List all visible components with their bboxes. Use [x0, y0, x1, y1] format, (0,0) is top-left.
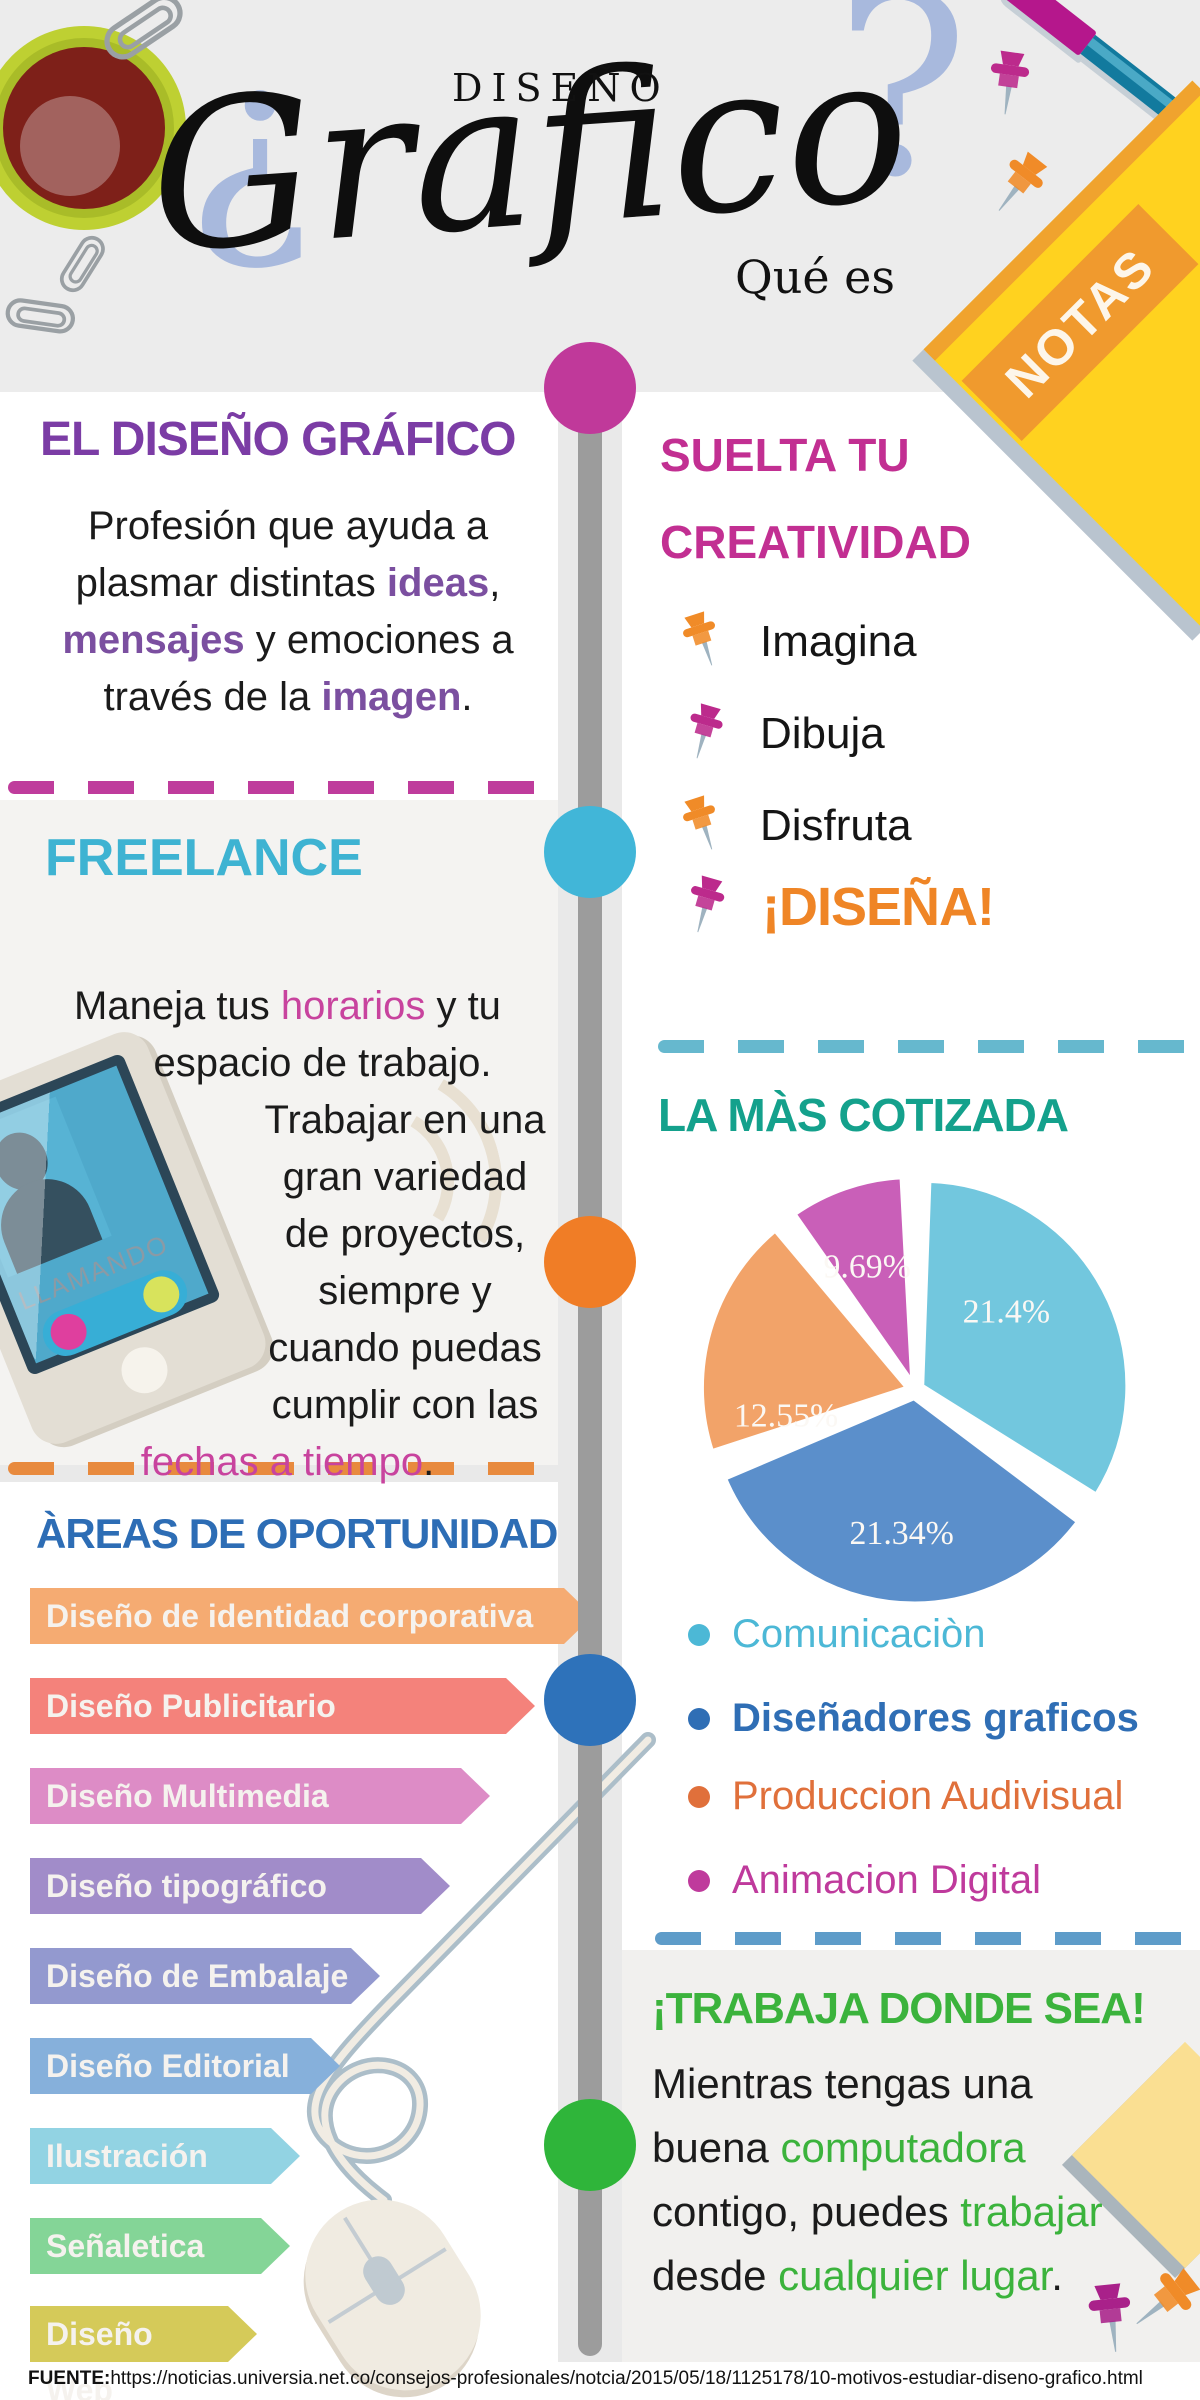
creativity-title-line2: CREATIVIDAD — [660, 516, 971, 568]
area-ribbon: Diseño Publicitario — [30, 1678, 535, 1734]
area-ribbon: Diseño de Embalaje — [30, 1948, 380, 2004]
freelance-line: de proyectos, — [284, 1212, 526, 1256]
freelance-line: fechas a tiempo. — [140, 1440, 435, 1484]
legend-label: Animacion Digital — [732, 1858, 1042, 1902]
timeline-bar — [578, 388, 602, 2356]
legend-item: Comunicaciòn — [688, 1612, 985, 1657]
timeline-dot-4 — [544, 1654, 636, 1746]
intro-line: plasmar distintas ideas, — [75, 561, 501, 605]
intro-line: mensajes y emociones a — [62, 618, 514, 662]
freelance-line: espacio de trabajo. — [153, 1041, 492, 1085]
legend-bullet — [688, 1869, 710, 1892]
legend-item: Produccion Audivisual — [688, 1774, 1123, 1819]
freelance-line: gran variedad — [282, 1155, 528, 1199]
trabaja-line: Mientras tengas una — [652, 2060, 1033, 2107]
divider-magenta — [8, 781, 553, 794]
divider-blue — [655, 1932, 1190, 1945]
magenta-pushpin-icon — [664, 865, 745, 949]
timeline-dot-3 — [544, 1216, 636, 1308]
legend-item: Animacion Digital — [688, 1858, 1041, 1903]
area-ribbon: Diseño de identidad corporativa — [30, 1588, 593, 1644]
timeline-dot-1 — [544, 342, 636, 434]
trabaja-line: desde cualquier lugar. — [652, 2252, 1063, 2299]
legend-bullet — [688, 1785, 710, 1808]
freelance-line: cuando puedas — [268, 1326, 542, 1370]
legend-bullet — [688, 1707, 710, 1730]
freelance-title: FREELANCE — [45, 829, 363, 887]
pie-chart: 21.4% 21.34% 12.55% 9.69% — [699, 1175, 1130, 1606]
source-url: https://noticias.universia.net.co/consej… — [110, 2368, 1143, 2389]
pie-section-title: LA MÀS COTIZADA — [658, 1089, 1069, 1141]
area-ribbon: Señaletica — [30, 2218, 290, 2274]
divider-teal — [658, 1040, 1193, 1053]
inverted-question-mark: ¿ — [186, 5, 312, 278]
area-ribbon: Diseño tipográfico — [30, 1858, 450, 1914]
creativity-design-label: ¡DISEÑA! — [762, 876, 995, 937]
intro-title: EL DISEÑO GRÁFICO — [40, 413, 516, 466]
trabaja-paragraph: Mientras tengas una buena computadora co… — [652, 2052, 1192, 2308]
trabaja-line: buena computadora — [652, 2124, 1026, 2171]
page-title-small: DISEÑO — [452, 66, 670, 110]
freelance-line: siempre y — [318, 1269, 492, 1313]
legend-label: Comunicaciòn — [732, 1612, 986, 1656]
trabaja-title: ¡TRABAJA DONDE SEA! — [652, 1984, 1146, 2033]
area-ribbon: Ilustración — [30, 2128, 300, 2184]
source-line: FUENTE:https://noticias.universia.net.co… — [28, 2368, 1143, 2390]
creativity-item: ¡DISEÑA! — [672, 872, 995, 941]
pie-label: 21.4% — [963, 1293, 1050, 1330]
freelance-line: cumplir con las — [271, 1383, 539, 1427]
orange-pushpin-icon — [663, 784, 743, 867]
area-ribbon: Diseño Multimedia — [30, 1768, 490, 1824]
pie-label: 9.69% — [823, 1249, 910, 1286]
legend-label: Diseñadores graficos — [732, 1696, 1139, 1740]
coffee-cup-icon — [0, 26, 186, 230]
legend-bullet — [688, 1623, 710, 1646]
question-mark: ? — [835, 0, 970, 232]
freelance-line: Maneja tus horarios y tu — [74, 984, 501, 1028]
source-label: FUENTE: — [28, 2368, 111, 2389]
creativity-item-label: Dibuja — [760, 708, 885, 758]
creativity-item-label: Disfruta — [760, 800, 912, 850]
creativity-item: Disfruta — [672, 792, 912, 859]
intro-line: Profesión que ayuda a — [87, 504, 489, 548]
area-ribbon: Diseño Editorial — [30, 2038, 340, 2094]
creativity-item-label: Imagina — [760, 616, 917, 666]
orange-pushpin-icon — [663, 600, 743, 683]
legend-label: Produccion Audivisual — [732, 1774, 1124, 1818]
intro-card — [0, 392, 558, 800]
intro-line: través de la imagen. — [103, 675, 473, 719]
legend-item: Diseñadores graficos — [688, 1696, 1139, 1741]
timeline-dot-5 — [544, 2099, 636, 2191]
creativity-item: Dibuja — [672, 700, 885, 767]
pie-label: 21.34% — [849, 1515, 953, 1552]
magenta-pushpin-icon — [967, 41, 1049, 127]
page-title-script: Grafico — [142, 8, 917, 300]
trabaja-line: contigo, puedes trabajar — [652, 2188, 1103, 2235]
creativity-item: Imagina — [672, 608, 917, 675]
creativity-title-line1: SUELTA TU — [660, 429, 910, 481]
timeline-dot-2 — [544, 806, 636, 898]
area-ribbon: Diseño Web — [30, 2306, 257, 2400]
pie-label: 12.55% — [734, 1398, 838, 1435]
freelance-line: Trabajar en una — [264, 1098, 546, 1142]
divider-orange — [8, 1462, 553, 1475]
areas-title: ÀREAS DE OPORTUNIDAD — [36, 1510, 558, 1557]
magenta-pushpin-icon — [664, 693, 742, 774]
intro-paragraph: Profesión que ayuda a plasmar distintas … — [28, 498, 548, 726]
page-subtitle: Qué es — [735, 250, 896, 304]
footer-bar — [0, 2362, 1200, 2400]
freelance-paragraph: Maneja tus horarios y tu espacio de trab… — [20, 978, 555, 1491]
